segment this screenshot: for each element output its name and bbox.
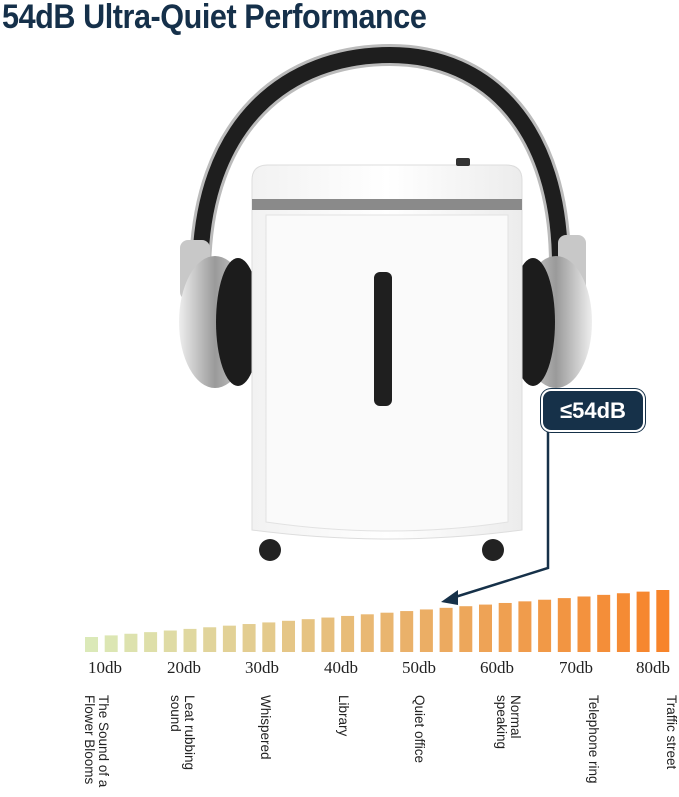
decibel-bar (341, 615, 355, 652)
sound-source-label: Traffic street (664, 695, 679, 770)
decibel-bar (360, 614, 374, 652)
decibel-bar (203, 627, 217, 652)
tick-label: 20db (167, 658, 201, 677)
decibel-bar (400, 611, 414, 652)
decibel-bar (479, 604, 492, 652)
tick-label: 10db (88, 658, 122, 677)
decibel-bar (282, 620, 295, 652)
decibel-bar (262, 622, 276, 652)
decibel-bar (616, 593, 630, 652)
decibel-bar (104, 635, 118, 652)
headband (189, 43, 571, 276)
decibel-bar (419, 609, 433, 652)
decibel-bar (597, 594, 611, 652)
right-ear-cup (511, 235, 592, 388)
sound-source-label: Library (336, 695, 351, 737)
sound-source-label: The Sound of a Flower Blooms (82, 695, 111, 788)
decibel-bar (222, 625, 236, 652)
left-ear-cup (179, 240, 260, 388)
tick-label: 50db (402, 658, 436, 677)
decibel-bar (85, 637, 98, 652)
decibel-bar (183, 628, 197, 652)
decibel-bar (538, 599, 552, 652)
tick-label: 30db (245, 658, 279, 677)
decibel-bar (301, 619, 315, 652)
decibel-bar (439, 607, 453, 652)
sound-source-label: Whispered (258, 695, 273, 760)
decibel-bar (518, 601, 532, 652)
decibel-bar (577, 596, 591, 652)
tick-label: 60db (480, 658, 514, 677)
decibel-bar (557, 598, 571, 652)
decibel-bar (321, 617, 335, 652)
decibel-bar (380, 612, 394, 652)
noise-level-badge: ≤54dB (543, 391, 643, 430)
decibel-bar (656, 590, 670, 652)
pointer-arrow (441, 430, 550, 605)
sound-source-label: Normal speaking (494, 695, 523, 750)
sound-source-label: Telephone ring (586, 695, 601, 784)
decibel-bar (163, 630, 177, 652)
decibel-bar (124, 633, 138, 652)
decibel-bar (459, 606, 473, 652)
tick-label: 70db (559, 658, 593, 677)
decibel-bar (498, 602, 512, 652)
decibel-bar (144, 632, 158, 652)
sound-source-label: Quiet office (412, 695, 427, 764)
tick-label: 40db (324, 658, 358, 677)
sound-source-label: Leat rubbing sound (168, 695, 197, 771)
shredder-body (251, 158, 523, 561)
decibel-bar (636, 591, 650, 652)
tick-label: 80db (636, 658, 670, 677)
decibel-bar (242, 624, 256, 652)
page-title: 54dB Ultra-Quiet Performance (2, 0, 427, 36)
decibel-bars (85, 590, 670, 652)
